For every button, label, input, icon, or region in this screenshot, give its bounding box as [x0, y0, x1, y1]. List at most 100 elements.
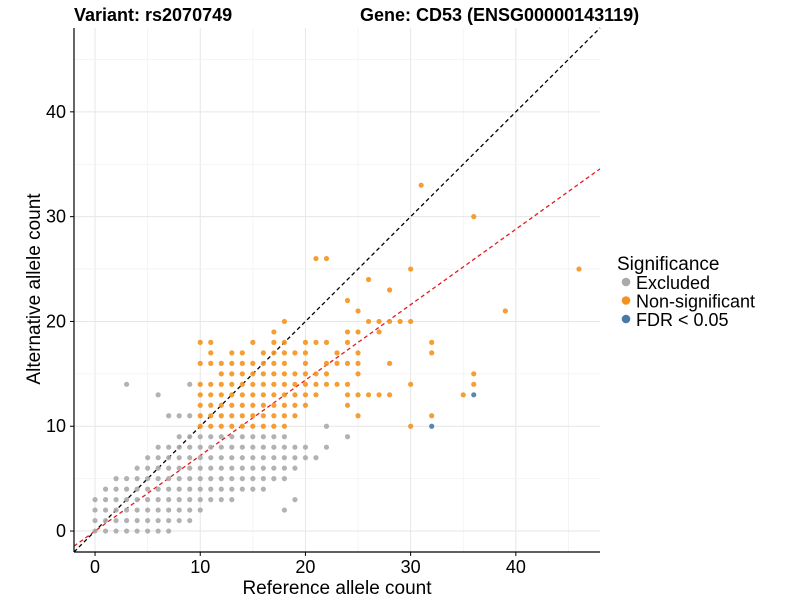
point-excluded [155, 507, 161, 513]
point-excluded [134, 517, 140, 524]
point-excluded [155, 392, 161, 398]
point-excluded [292, 455, 298, 461]
point-excluded [260, 476, 266, 482]
point-non-significant [292, 402, 298, 408]
point-non-significant [271, 339, 277, 345]
point-non-significant [408, 381, 414, 387]
point-non-significant [281, 392, 287, 398]
point-excluded [187, 497, 193, 503]
point-non-significant [271, 392, 277, 398]
point-excluded [134, 507, 140, 513]
point-non-significant [408, 318, 414, 325]
point-non-significant [471, 381, 477, 387]
point-non-significant [271, 360, 277, 366]
point-non-significant [334, 381, 340, 387]
point-excluded [187, 455, 193, 461]
point-excluded [155, 476, 161, 482]
legend-label: FDR < 0.05 [636, 310, 729, 330]
point-excluded [166, 465, 172, 471]
axes [70, 28, 600, 556]
point-excluded [281, 476, 287, 482]
point-non-significant [302, 371, 309, 377]
point-non-significant [334, 360, 340, 366]
point-excluded [134, 465, 140, 471]
point-excluded [92, 517, 98, 524]
point-non-significant [229, 413, 235, 419]
point-non-significant [239, 350, 245, 356]
point-excluded [176, 497, 182, 503]
point-non-significant [344, 360, 351, 366]
point-non-significant [281, 318, 287, 325]
point-excluded [281, 455, 287, 461]
point-excluded [271, 465, 277, 471]
y-tick-label: 20 [46, 311, 66, 331]
legend-key [621, 296, 631, 305]
point-excluded [176, 455, 182, 461]
point-excluded [155, 444, 161, 450]
point-non-significant [281, 371, 287, 377]
point-excluded [134, 486, 140, 492]
point-non-significant [355, 350, 361, 356]
point-non-significant [418, 182, 424, 188]
point-non-significant [229, 381, 235, 387]
point-non-significant [471, 214, 477, 220]
point-non-significant [239, 371, 245, 377]
point-non-significant [323, 360, 330, 366]
point-excluded [250, 465, 256, 471]
point-excluded [271, 444, 277, 450]
point-non-significant [355, 371, 361, 377]
point-excluded [102, 497, 109, 503]
point-non-significant [292, 392, 298, 398]
point-non-significant [229, 360, 235, 366]
point-excluded [197, 486, 203, 492]
point-non-significant [260, 381, 266, 387]
point-non-significant [208, 339, 214, 345]
point-non-significant [218, 392, 224, 398]
point-non-significant [218, 360, 224, 366]
point-fdr-0-05 [471, 392, 477, 398]
point-excluded [313, 455, 319, 461]
point-excluded [166, 476, 172, 482]
point-non-significant [355, 308, 361, 314]
point-non-significant [302, 402, 309, 408]
point-non-significant [208, 423, 214, 429]
point-excluded [208, 486, 214, 492]
point-excluded [271, 455, 277, 461]
point-excluded [197, 497, 203, 503]
point-excluded [145, 517, 151, 524]
point-non-significant [260, 402, 266, 408]
point-excluded [239, 465, 245, 471]
point-excluded [176, 434, 182, 440]
point-excluded [271, 434, 277, 440]
point-excluded [197, 465, 203, 471]
legend-key [621, 277, 631, 287]
point-excluded [102, 507, 109, 513]
point-excluded [260, 486, 266, 492]
point-excluded [208, 497, 214, 503]
point-excluded [155, 497, 161, 503]
point-non-significant [281, 350, 287, 356]
point-non-significant [250, 423, 256, 429]
point-non-significant [344, 402, 351, 408]
point-excluded [229, 486, 235, 492]
point-excluded [187, 434, 193, 440]
gene-title: Gene: CD53 (ENSG00000143119) [360, 5, 639, 25]
point-non-significant [471, 371, 477, 377]
point-excluded [187, 413, 193, 419]
y-tick-label: 40 [46, 102, 66, 122]
x-tick-label: 10 [190, 557, 210, 577]
point-excluded [187, 465, 193, 471]
point-non-significant [387, 318, 393, 325]
point-excluded [102, 528, 109, 534]
point-excluded [323, 444, 330, 450]
point-non-significant [239, 413, 245, 419]
point-excluded [239, 476, 245, 482]
point-excluded [187, 381, 193, 387]
point-non-significant [281, 423, 287, 429]
point-excluded [292, 444, 298, 450]
point-non-significant [250, 413, 256, 419]
identity-line [73, 27, 601, 553]
point-excluded [145, 465, 151, 471]
point-excluded [271, 476, 277, 482]
point-excluded [124, 517, 130, 524]
